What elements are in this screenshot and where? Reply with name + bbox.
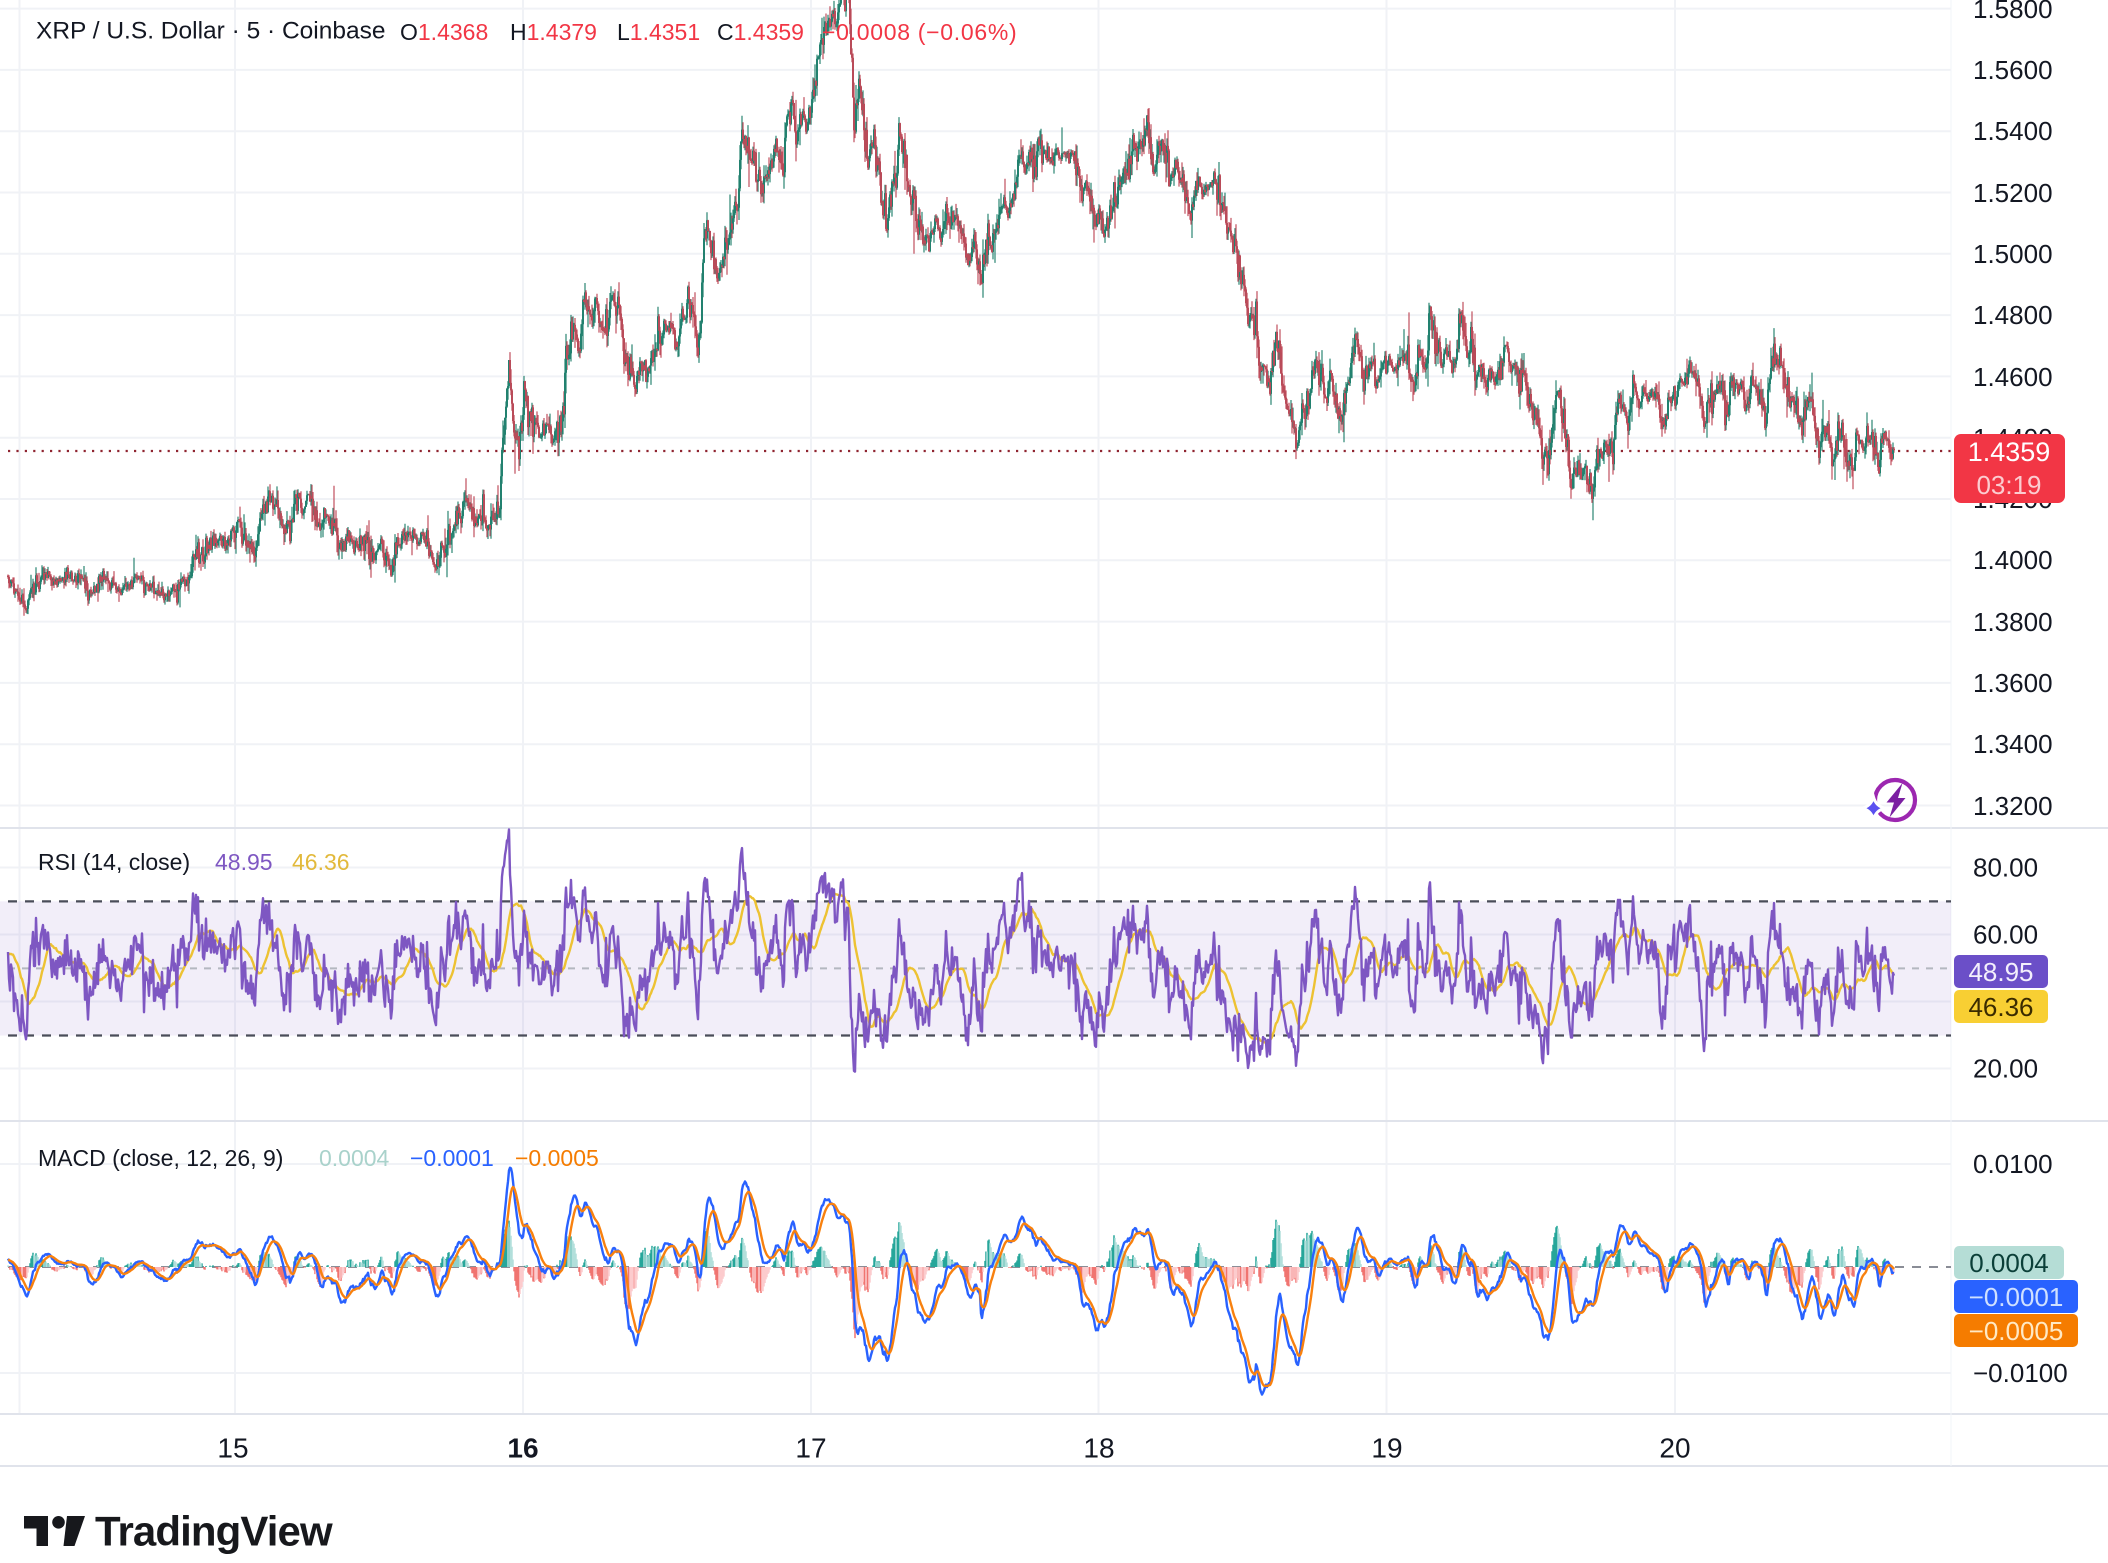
- svg-text:1.5400: 1.5400: [1973, 116, 2053, 146]
- svg-text:C1.4359: C1.4359: [717, 19, 804, 45]
- svg-text:48.95: 48.95: [215, 849, 273, 875]
- svg-text:1.5600: 1.5600: [1973, 55, 2053, 85]
- svg-text:O1.4368: O1.4368: [400, 19, 488, 45]
- svg-text:0.0004: 0.0004: [1969, 1248, 2049, 1278]
- svg-text:60.00: 60.00: [1973, 920, 2038, 950]
- svg-text:46.36: 46.36: [292, 849, 350, 875]
- svg-text:0.0004: 0.0004: [319, 1145, 390, 1171]
- svg-text:−0.0001: −0.0001: [1969, 1282, 2064, 1312]
- svg-text:20.00: 20.00: [1973, 1054, 2038, 1084]
- svg-text:17: 17: [795, 1433, 826, 1464]
- svg-text:−0.0001: −0.0001: [410, 1145, 494, 1171]
- svg-text:1.4000: 1.4000: [1973, 545, 2053, 575]
- svg-text:L1.4351: L1.4351: [617, 19, 700, 45]
- svg-text:03:19: 03:19: [1976, 470, 2041, 500]
- svg-text:1.4600: 1.4600: [1973, 362, 2053, 392]
- svg-text:46.36: 46.36: [1968, 992, 2033, 1022]
- svg-text:1.5800: 1.5800: [1973, 0, 2053, 24]
- svg-text:1.3200: 1.3200: [1973, 791, 2053, 821]
- svg-text:1.3800: 1.3800: [1973, 607, 2053, 637]
- svg-text:−0.0100: −0.0100: [1973, 1358, 2068, 1388]
- svg-text:20: 20: [1659, 1433, 1690, 1464]
- svg-text:−0.0008 (−0.06%): −0.0008 (−0.06%): [822, 19, 1017, 45]
- svg-text:TradingView: TradingView: [95, 1508, 333, 1555]
- svg-text:MACD (close, 12, 26, 9): MACD (close, 12, 26, 9): [38, 1145, 283, 1171]
- svg-text:XRP / U.S. Dollar · 5 · Coinba: XRP / U.S. Dollar · 5 · Coinbase: [36, 18, 385, 45]
- svg-text:1.3400: 1.3400: [1973, 729, 2053, 759]
- svg-text:RSI (14, close): RSI (14, close): [38, 849, 190, 875]
- svg-text:1.4359: 1.4359: [1968, 437, 2051, 467]
- svg-text:1.5200: 1.5200: [1973, 178, 2053, 208]
- svg-text:−0.0005: −0.0005: [1969, 1316, 2064, 1346]
- svg-text:1.5000: 1.5000: [1973, 239, 2053, 269]
- svg-text:48.95: 48.95: [1968, 957, 2033, 987]
- svg-text:16: 16: [507, 1433, 538, 1464]
- svg-text:18: 18: [1083, 1433, 1114, 1464]
- svg-text:1.4800: 1.4800: [1973, 300, 2053, 330]
- svg-text:80.00: 80.00: [1973, 853, 2038, 883]
- svg-text:19: 19: [1371, 1433, 1402, 1464]
- svg-text:H1.4379: H1.4379: [510, 19, 597, 45]
- svg-text:1.3600: 1.3600: [1973, 668, 2053, 698]
- svg-text:15: 15: [217, 1433, 248, 1464]
- svg-text:0.0100: 0.0100: [1973, 1149, 2053, 1179]
- svg-text:−0.0005: −0.0005: [515, 1145, 599, 1171]
